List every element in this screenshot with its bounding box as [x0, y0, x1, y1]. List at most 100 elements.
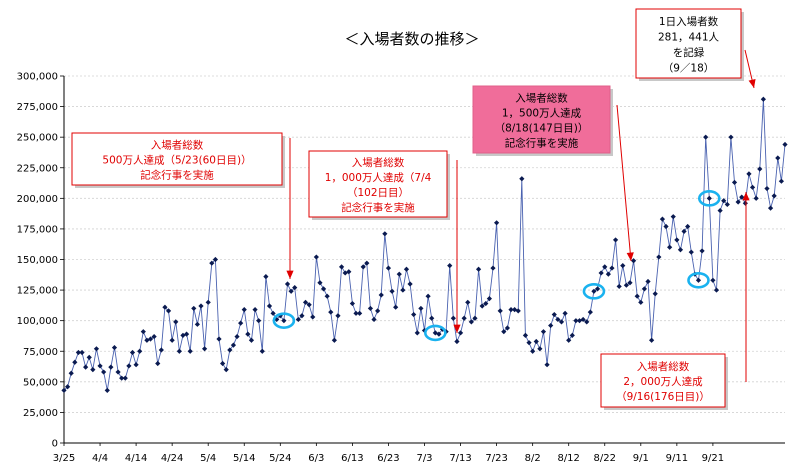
- callout-text-line: 記念行事を実施: [341, 201, 415, 214]
- data-point-marker: [346, 269, 352, 275]
- data-point-marker: [533, 338, 539, 345]
- data-point-marker: [695, 277, 702, 283]
- data-point-marker: [115, 369, 121, 375]
- data-point-marker: [540, 329, 547, 335]
- data-point-marker: [277, 313, 283, 319]
- data-point-marker: [425, 293, 431, 299]
- data-point-marker: [775, 155, 781, 161]
- data-point-marker: [580, 316, 586, 323]
- data-point-marker: [724, 201, 730, 208]
- y-tick-label: 0: [52, 439, 58, 450]
- x-tick-label: 4/4: [92, 453, 108, 464]
- data-point-marker: [133, 362, 139, 368]
- data-point-marker: [292, 285, 298, 291]
- data-point-marker: [353, 310, 359, 316]
- x-tick-label: 6/13: [341, 453, 363, 464]
- data-point-marker: [97, 363, 103, 369]
- data-point-marker: [735, 199, 741, 205]
- data-point-marker: [223, 367, 229, 373]
- highlight-layer: [272, 190, 721, 342]
- data-point-marker: [93, 346, 100, 352]
- data-point-marker: [310, 314, 316, 320]
- callout-leader-line: [616, 104, 632, 262]
- data-point-marker: [338, 264, 345, 270]
- y-tick-label: 225,000: [17, 163, 58, 174]
- y-tick-label: 175,000: [17, 224, 58, 235]
- data-point-marker: [198, 303, 204, 309]
- callout-text-line: 記念行事を実施: [140, 169, 214, 182]
- data-point-marker: [349, 300, 355, 307]
- data-point-marker: [389, 288, 395, 294]
- callout-text-line: （9/16(176日目)）: [616, 391, 710, 403]
- data-point-marker: [717, 207, 723, 214]
- data-point-marker: [364, 260, 370, 266]
- data-point-marker: [147, 336, 154, 342]
- data-point-marker: [645, 278, 651, 285]
- y-tick-label: 150,000: [17, 255, 58, 266]
- y-tick-label: 50,000: [23, 377, 58, 388]
- data-point-marker: [324, 293, 330, 299]
- callout-text-line: （9／18）: [663, 63, 715, 75]
- data-point-marker: [79, 349, 85, 356]
- milestone-highlight-ring: [582, 283, 606, 300]
- data-point-marker: [663, 223, 669, 230]
- data-point-marker: [591, 288, 597, 294]
- data-point-marker: [183, 331, 190, 337]
- data-point-marker: [623, 282, 629, 288]
- data-point-marker: [479, 303, 485, 309]
- data-point-marker: [65, 384, 71, 390]
- data-point-marker: [129, 349, 136, 356]
- callout-arrowhead: [748, 78, 756, 88]
- data-point-marker: [72, 359, 78, 365]
- data-point-marker: [638, 299, 644, 305]
- data-point-marker: [158, 347, 164, 353]
- x-tick-label: 5/24: [269, 453, 291, 464]
- data-point-marker: [609, 265, 615, 271]
- data-point-marker: [68, 370, 74, 376]
- data-point-marker: [461, 315, 467, 321]
- data-point-marker: [450, 315, 456, 321]
- data-point-marker: [551, 311, 557, 318]
- data-point-marker: [205, 299, 211, 305]
- data-point-marker: [681, 228, 687, 234]
- callout-text-line: （8/18(147日目)）: [495, 123, 589, 135]
- data-point-marker: [83, 364, 89, 370]
- data-point-marker: [201, 346, 208, 352]
- data-point-marker: [641, 286, 648, 292]
- data-point-marker: [122, 375, 128, 381]
- callout-box: [308, 150, 448, 218]
- data-point-marker: [108, 364, 114, 370]
- data-point-marker: [746, 171, 752, 177]
- data-point-marker: [616, 283, 622, 290]
- milestone-highlight-ring: [424, 324, 447, 342]
- data-point-marker: [562, 310, 568, 316]
- data-point-marker: [429, 315, 435, 321]
- data-point-marker: [191, 305, 197, 312]
- data-point-marker: [612, 237, 619, 243]
- data-point-marker: [667, 244, 673, 250]
- data-point-marker: [598, 270, 604, 276]
- data-point-marker: [558, 319, 565, 325]
- data-point-marker: [501, 329, 507, 335]
- data-point-marker: [266, 303, 273, 309]
- data-point-marker: [782, 141, 788, 148]
- data-point-marker: [486, 296, 492, 302]
- data-point-marker: [555, 316, 561, 323]
- data-point-marker: [86, 354, 92, 360]
- data-point-marker: [530, 348, 536, 354]
- data-point-marker: [753, 195, 759, 201]
- data-point-marker: [126, 363, 132, 369]
- data-point-marker: [436, 331, 442, 337]
- data-point-marker: [230, 342, 237, 348]
- y-tick-label: 75,000: [23, 347, 58, 358]
- data-point-marker: [396, 271, 402, 277]
- data-point-marker: [587, 309, 593, 315]
- y-tick-label: 100,000: [17, 316, 58, 327]
- data-point-marker: [674, 237, 680, 243]
- data-point-marker: [472, 315, 478, 321]
- data-point-marker: [104, 387, 110, 393]
- data-point-marker: [299, 313, 305, 319]
- data-point-marker: [548, 322, 554, 329]
- data-point-marker: [494, 220, 500, 226]
- data-point-marker: [302, 299, 309, 305]
